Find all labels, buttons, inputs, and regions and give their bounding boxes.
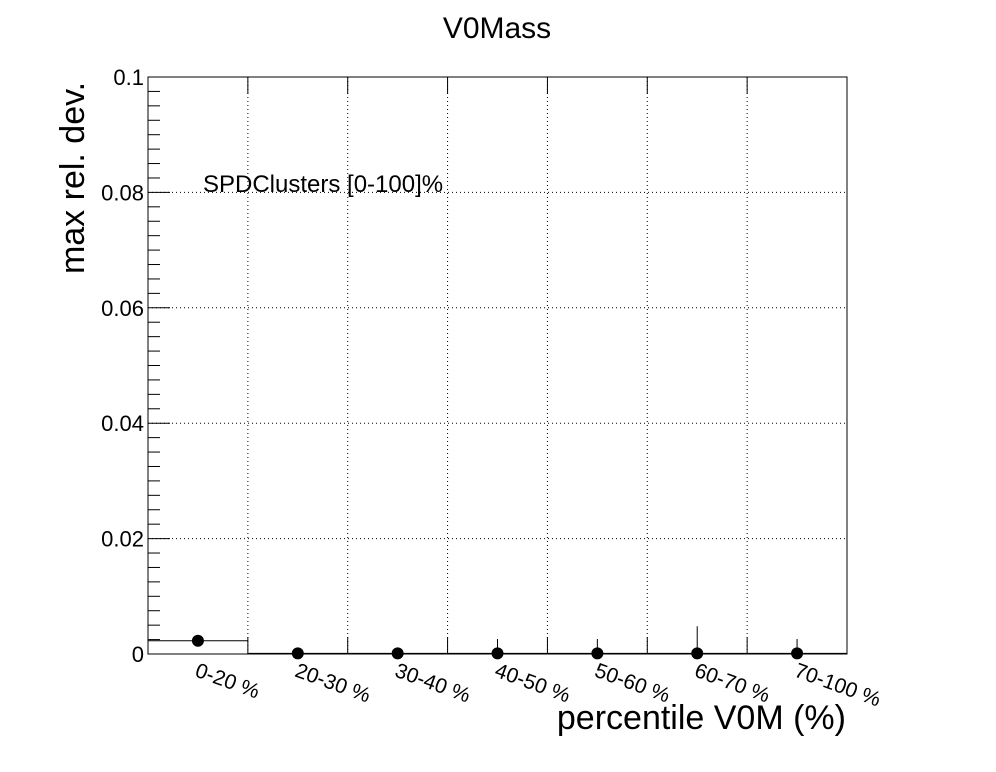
chart-annotation: SPDClusters [0-100]% bbox=[203, 171, 443, 198]
y-tick-label: 0.1 bbox=[113, 65, 144, 90]
data-point bbox=[191, 634, 204, 647]
y-tick-label: 0.02 bbox=[101, 527, 144, 552]
x-axis-ticks bbox=[147, 77, 848, 654]
data-point bbox=[791, 647, 804, 660]
data-point bbox=[391, 647, 404, 660]
data-points bbox=[148, 626, 847, 660]
x-tick-label: 20-30 % bbox=[292, 659, 373, 707]
data-point bbox=[691, 647, 704, 660]
y-tick-label: 0 bbox=[132, 642, 144, 667]
x-tick-label: 0-20 % bbox=[192, 659, 262, 703]
data-point bbox=[591, 647, 604, 660]
y-tick-label: 0.04 bbox=[101, 411, 144, 436]
chart-title: V0Mass bbox=[443, 12, 551, 45]
y-tick-label: 0.06 bbox=[101, 296, 144, 321]
plot-frame bbox=[147, 76, 848, 655]
data-point bbox=[491, 647, 504, 660]
y-axis-label: max rel. dev. bbox=[54, 82, 92, 274]
y-axis-ticks: 0 0.02 0.04 0.06 0.08 0.1 bbox=[101, 65, 170, 667]
x-axis-label: percentile V0M (%) bbox=[557, 699, 846, 737]
y-tick-label: 0.08 bbox=[101, 180, 144, 205]
x-tick-label: 30-40 % bbox=[392, 659, 473, 707]
data-point bbox=[291, 647, 304, 660]
grid bbox=[148, 77, 847, 654]
